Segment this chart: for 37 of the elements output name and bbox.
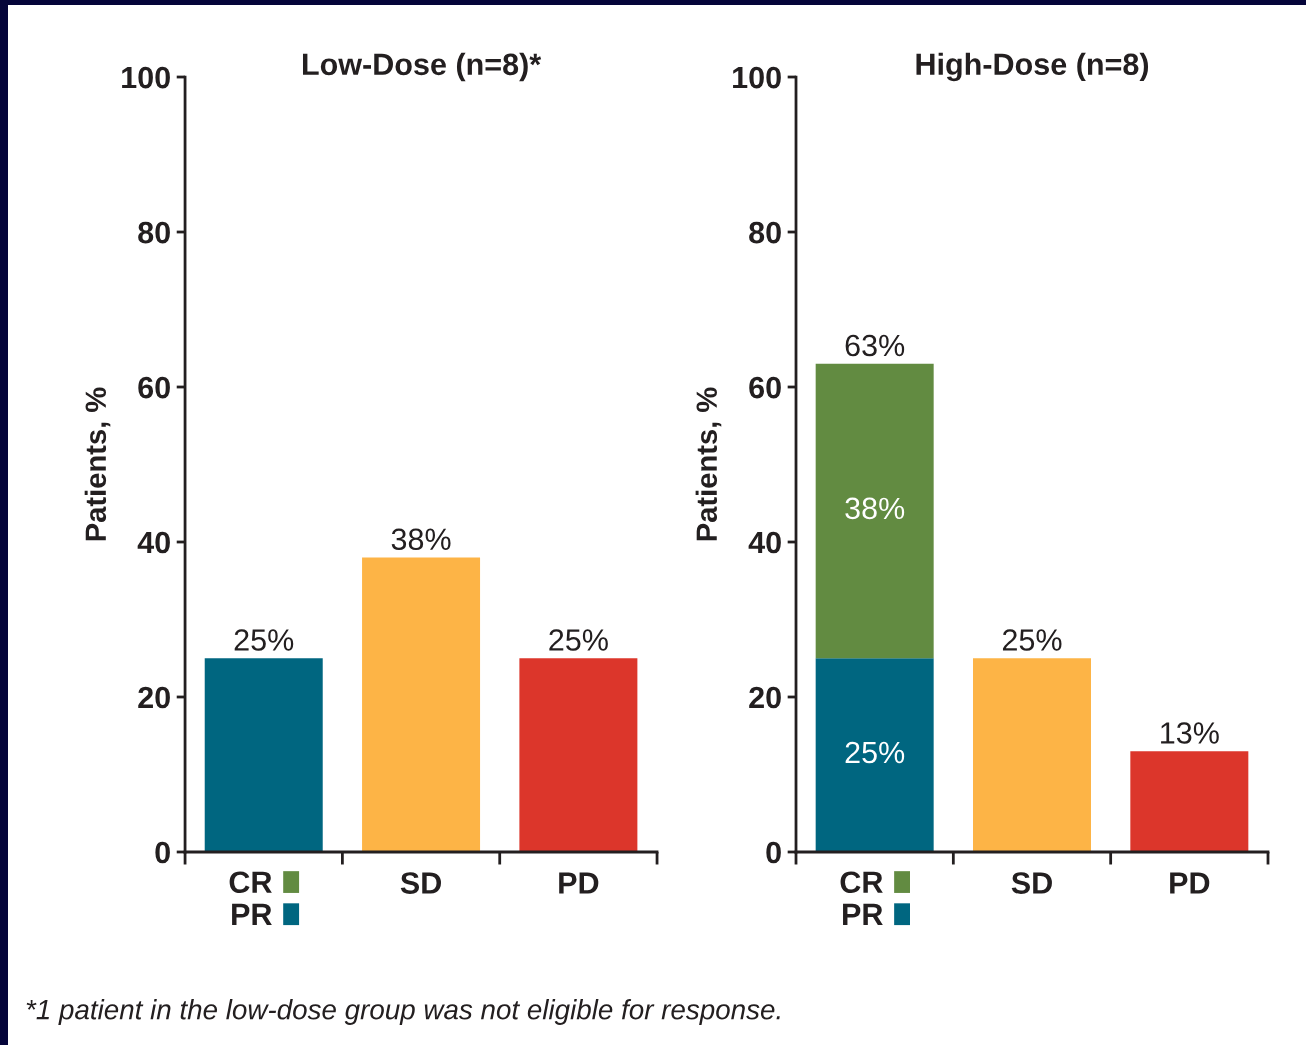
y-tick-label: 0 <box>155 841 170 864</box>
y-tick-label: 100 <box>733 66 781 89</box>
y-tick-label: 60 <box>749 376 781 399</box>
y-tick-label: 0 <box>766 841 781 864</box>
y-axis-title: Patients, % <box>695 387 722 541</box>
data-label: 25% <box>845 741 905 764</box>
y-tick-label: 80 <box>749 221 781 244</box>
x-tick-label: SD <box>400 872 441 894</box>
x-tick-label: SD <box>1011 872 1052 894</box>
total-label: 38% <box>391 528 451 551</box>
legend-label: PR <box>843 903 883 925</box>
x-tick-label: PD <box>1170 872 1210 894</box>
total-label: 25% <box>549 629 608 651</box>
legend-label: CR <box>229 871 272 894</box>
bar <box>1130 751 1249 852</box>
legend-label: PR <box>232 903 272 925</box>
total-label: 25% <box>1002 629 1062 651</box>
y-tick-label: 20 <box>138 686 170 709</box>
total-label: 25% <box>234 629 294 651</box>
chart-title: High-Dose (n=8) <box>916 52 1149 82</box>
x-tick-label: PD <box>559 872 599 894</box>
bar <box>815 363 934 659</box>
y-axis-title: Patients, % <box>84 387 111 541</box>
y-tick-label: 60 <box>138 376 170 399</box>
text: *1 patient in the low-dose group was not eligible for response. <box>26 999 780 1025</box>
bar <box>973 658 1091 852</box>
y-tick-label: 80 <box>138 221 170 244</box>
total-label: 63% <box>845 334 905 357</box>
legend-label: CR <box>840 871 883 894</box>
bar <box>815 658 934 852</box>
y-tick-label: 100 <box>122 66 170 89</box>
data-label: 38% <box>845 497 905 520</box>
y-tick-label: 20 <box>749 686 781 709</box>
total-label: 13% <box>1161 722 1219 744</box>
chart-title: Low-Dose (n=8)* <box>302 52 542 82</box>
y-tick-label: 40 <box>137 531 170 554</box>
y-tick-label: 40 <box>748 531 781 554</box>
